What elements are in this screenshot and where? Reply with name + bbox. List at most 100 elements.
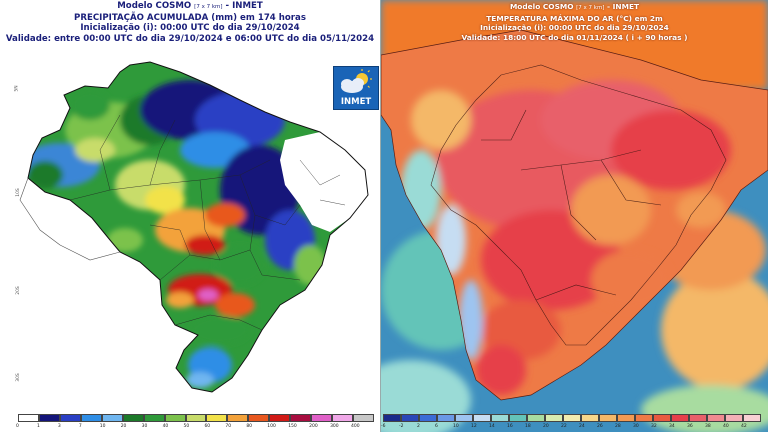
legend-tick-label: 10 — [453, 424, 459, 429]
temp-variable-title: TEMPERATURA MÁXIMA DO AR (°C) em 2m — [486, 13, 663, 23]
legend-color-cell: 6 — [435, 414, 455, 429]
legend-color-cell: 28 — [615, 414, 635, 429]
inmet-logo: INMET — [333, 66, 379, 110]
legend-tick-label: 38 — [705, 424, 711, 429]
legend-tick-label: 50 — [183, 424, 190, 429]
temperature-legend: -6 -2 2 6 10 12 14 16 18 20 22 24 26 28 30 32 34 36 38 40 42 — [381, 414, 761, 429]
precipitation-header: Modelo COSMO [7 x 7 km] - INMET PRECIPIT… — [0, 1, 380, 44]
legend-color-cell: 42 — [741, 414, 761, 429]
legend-tick-label: 30 — [633, 424, 639, 429]
legend-tick-label: 32 — [651, 424, 657, 429]
legend-tick-label: 28 — [615, 424, 621, 429]
legend-tick-label: 34 — [669, 424, 675, 429]
model-resolution: [7 x 7 km] — [194, 4, 223, 10]
legend-color-cell: 40 — [723, 414, 743, 429]
temperature-map — [381, 0, 768, 432]
model-agency: - INMET — [607, 2, 640, 11]
legend-tick-label: 200 — [309, 424, 318, 429]
model-agency: - INMET — [225, 1, 263, 11]
legend-color-cell: 2 — [417, 414, 437, 429]
precipitation-map — [19, 61, 369, 393]
legend-color-cell: 50 — [184, 414, 207, 429]
legend-color-cell: 26 — [597, 414, 617, 429]
legend-color-cell: 0 — [16, 414, 39, 429]
legend-color-cell: -6 — [381, 414, 401, 429]
sun-cloud-icon — [341, 69, 372, 93]
legend-tick-label: 0 — [16, 424, 19, 429]
legend-color-cell: 24 — [579, 414, 599, 429]
legend-tick-label: 6 — [435, 424, 438, 429]
legend-tick-label: 3 — [57, 424, 61, 429]
legend-color-cell: 3 — [58, 414, 81, 429]
legend-tick-label: 150 — [288, 424, 297, 429]
legend-tick-label: -6 — [381, 424, 386, 429]
legend-color-cell: 400 — [351, 414, 374, 429]
legend-color-cell: 38 — [705, 414, 725, 429]
legend-color-cell: 10 — [100, 414, 123, 429]
precip-validity: Validade: entre 00:00 UTC do dia 29/10/2… — [5, 33, 375, 44]
inmet-logo-text: INMET — [340, 97, 372, 107]
legend-color-cell: 22 — [561, 414, 581, 429]
legend-tick-label: 100 — [267, 424, 276, 429]
legend-tick-label: 16 — [507, 424, 513, 429]
temp-validity: Validade: 18:00 UTC do dia 01/11/2024 ( … — [461, 32, 688, 42]
legend-color-cell: 18 — [525, 414, 545, 429]
legend-tick-label: 300 — [330, 424, 339, 429]
legend-tick-label: 10 — [99, 424, 106, 429]
legend-color-cell: 16 — [507, 414, 527, 429]
legend-color-cell: 34 — [669, 414, 689, 429]
legend-tick-label: 36 — [687, 424, 693, 429]
legend-color-cell: 60 — [204, 414, 228, 429]
legend-tick-label: 70 — [225, 424, 232, 429]
legend-color-cell: 12 — [471, 414, 491, 429]
legend-color-cell: 32 — [651, 414, 671, 429]
legend-tick-label: 20 — [543, 424, 549, 429]
legend-tick-label: 7 — [78, 424, 82, 429]
lat-tick-label: 20S — [15, 286, 21, 295]
precip-init-time: Inicialização (i): 00:00 UTC do dia 29/1… — [80, 23, 300, 33]
legend-tick-label: -2 — [399, 424, 404, 429]
precipitation-legend: 0 1 3 7 10 20 30 40 50 60 70 80 100 150 200 300 400 — [16, 414, 374, 429]
lat-tick-label: 10S — [15, 188, 21, 197]
legend-color-cell: 100 — [267, 414, 291, 429]
legend-color-cell: 150 — [288, 414, 312, 429]
model-resolution: [7 x 7 km] — [576, 5, 605, 11]
legend-color-cell: 7 — [79, 414, 102, 429]
legend-tick-label: 42 — [741, 424, 747, 429]
lat-tick-label: 5N — [14, 85, 20, 92]
legend-color-cell: 30 — [142, 414, 165, 429]
legend-color-cell: -2 — [399, 414, 419, 429]
legend-tick-label: 26 — [597, 424, 603, 429]
legend-tick-label: 24 — [579, 424, 585, 429]
legend-color-cell: 200 — [309, 414, 333, 429]
legend-tick-label: 40 — [723, 424, 729, 429]
legend-tick-label: 18 — [525, 424, 531, 429]
legend-color-cell: 20 — [121, 414, 144, 429]
legend-tick-label: 80 — [246, 424, 253, 429]
precip-variable-title: PRECIPITAÇÃO ACUMULADA (mm) em 174 horas — [74, 12, 306, 23]
legend-tick-label: 400 — [351, 424, 360, 429]
legend-color-cell: 300 — [330, 414, 353, 429]
model-title: Modelo COSMO — [117, 1, 192, 11]
temperature-map-panel: Modelo COSMO [7 x 7 km] - INMET TEMPERAT… — [381, 0, 768, 432]
legend-color-cell: 80 — [246, 414, 270, 429]
legend-tick-label: 30 — [141, 424, 148, 429]
legend-tick-label: 20 — [120, 424, 127, 429]
legend-tick-label: 12 — [471, 424, 477, 429]
lat-tick-label: 30S — [15, 373, 21, 382]
panel-divider — [380, 0, 381, 432]
legend-color-cell: 14 — [489, 414, 509, 429]
legend-tick-label: 14 — [489, 424, 495, 429]
legend-color-cell: 20 — [543, 414, 563, 429]
legend-tick-label: 40 — [162, 424, 169, 429]
legend-color-cell: 10 — [453, 414, 473, 429]
temperature-header: Modelo COSMO [7 x 7 km] - INMET TEMPERAT… — [381, 2, 768, 42]
precipitation-map-panel: Modelo COSMO [7 x 7 km] - INMET PRECIPIT… — [0, 0, 380, 432]
temp-init-time: Inicialização (i): 00:00 UTC do dia 29/1… — [480, 23, 669, 32]
legend-tick-label: 1 — [36, 424, 40, 429]
legend-tick-label: 2 — [417, 424, 420, 429]
legend-color-cell: 70 — [225, 414, 249, 429]
legend-tick-label: 22 — [561, 424, 567, 429]
legend-color-cell: 40 — [163, 414, 186, 429]
legend-tick-label: 60 — [204, 424, 211, 429]
